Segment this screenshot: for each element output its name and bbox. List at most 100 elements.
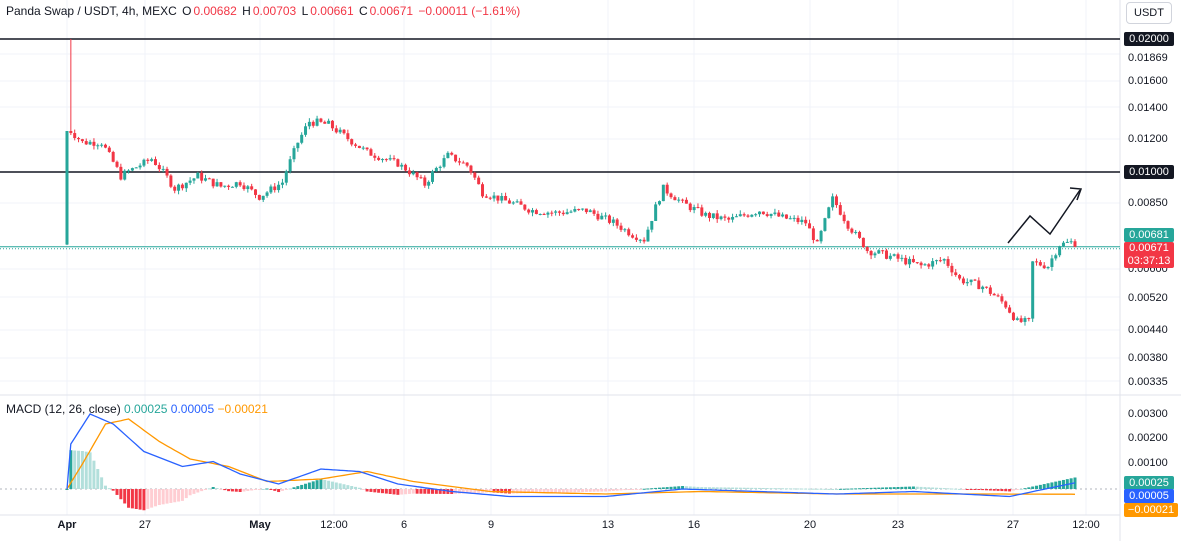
candle-body [992, 293, 996, 296]
macd-hist-bar [792, 488, 796, 490]
macd-hist-bar [557, 489, 561, 493]
macd-hist-bar [681, 486, 685, 489]
macd-hist-bar [296, 486, 300, 489]
macd-hist-bar [134, 489, 138, 509]
macd-hist-bar [469, 489, 473, 494]
candle-body [338, 129, 342, 133]
macd-hist-bar [934, 487, 938, 489]
macd-hist-bar [588, 489, 592, 492]
candle-body [130, 168, 134, 171]
candle-body [761, 211, 765, 215]
candle-body [457, 161, 461, 163]
candle-body [561, 212, 565, 215]
time-label: 12:00 [320, 519, 348, 531]
macd-hist-bar [100, 477, 104, 489]
candle-body [581, 208, 585, 210]
macd-hist-bar [119, 489, 123, 500]
macd-hist-bar [84, 451, 88, 489]
macd-hist-bar [207, 488, 211, 490]
open-value: 0.00682 [193, 4, 237, 18]
time-label: May [249, 519, 271, 531]
candle-body [600, 215, 604, 220]
candle-body [161, 168, 165, 170]
candle-body [342, 129, 346, 134]
low-key: L [301, 4, 309, 18]
macd-hist-bar [800, 488, 804, 490]
macd-hist-bar [877, 487, 881, 489]
candle-body [954, 272, 958, 276]
candle-body [277, 184, 281, 191]
macd-hist-bar [442, 489, 446, 494]
macd-hist-bar [269, 489, 273, 490]
macd-hist-bar [107, 488, 111, 490]
price-label: 0.00520 [1128, 292, 1168, 304]
candle-body [319, 118, 323, 122]
macd-hist-bar [307, 482, 311, 489]
candle-body [1069, 241, 1073, 243]
candle-body [138, 165, 142, 168]
candle-body [373, 155, 377, 158]
macd-hist-bar [254, 489, 258, 490]
candle-body [919, 262, 923, 266]
macd-hist-bar [392, 489, 396, 495]
candle-body [330, 120, 334, 129]
macd-hist-value: 0.00025 [124, 402, 168, 416]
macd-hist-bar [684, 486, 688, 489]
candle-body [557, 211, 561, 213]
macd-hist-bar [704, 487, 708, 489]
candle-body [573, 209, 577, 212]
macd-hist-bar [823, 488, 827, 490]
candle-body [784, 214, 788, 219]
price-label: 0.00335 [1128, 376, 1168, 388]
candle-body [692, 207, 696, 211]
macd-signal-tag: −0.00021 [1124, 503, 1178, 517]
macd-hist-bar [727, 487, 731, 489]
candle-body [84, 141, 88, 145]
macd-hist-bar [927, 487, 931, 489]
price-label: 0.00440 [1128, 324, 1168, 336]
macd-hist-bar [938, 487, 942, 489]
teal-price-tag: 0.00681 [1124, 228, 1174, 242]
candle-body [681, 199, 685, 201]
macd-hist-bar [1023, 488, 1027, 490]
candle-body [538, 213, 542, 215]
candle-body [808, 223, 812, 229]
close-value: 0.00671 [369, 4, 414, 18]
candle-body [207, 178, 211, 180]
candle-body [469, 165, 473, 173]
macd-hist-bar [361, 489, 365, 490]
candle-body [615, 219, 619, 226]
candle-body [700, 207, 704, 216]
macd-hist-bar [665, 487, 669, 489]
macd-hist-bar [546, 489, 550, 493]
macd-hist-bar [1027, 487, 1031, 489]
macd-hist-bar [365, 489, 369, 492]
macd-hist-bar [769, 488, 773, 490]
candle-body [392, 158, 396, 160]
candle-body [254, 189, 258, 195]
macd-line-value: 0.00005 [170, 402, 215, 416]
macd-hist-bar [488, 489, 492, 493]
candle-body [492, 195, 496, 199]
candle-body [927, 264, 931, 267]
candle-body [380, 159, 384, 161]
candle-body [842, 214, 846, 222]
macd-hist-bar [646, 488, 650, 490]
macd-hist-bar [696, 486, 700, 489]
macd-hist-bar [657, 487, 661, 489]
macd-signal-value: −0.00021 [217, 402, 268, 416]
macd-hist-bar [242, 489, 246, 492]
currency-button[interactable]: USDT [1126, 2, 1172, 24]
candle-body [211, 178, 215, 187]
candle-body [519, 201, 523, 205]
macd-hist-bar [884, 487, 888, 489]
macd-hist-bar [169, 489, 173, 503]
macd-hist-bar [815, 488, 819, 490]
macd-hist-bar [319, 479, 323, 489]
macd-hist-bar [900, 486, 904, 489]
macd-hist-bar [200, 489, 204, 492]
candle-body [346, 133, 350, 140]
macd-hist-bar [784, 488, 788, 490]
candle-body [357, 145, 361, 148]
